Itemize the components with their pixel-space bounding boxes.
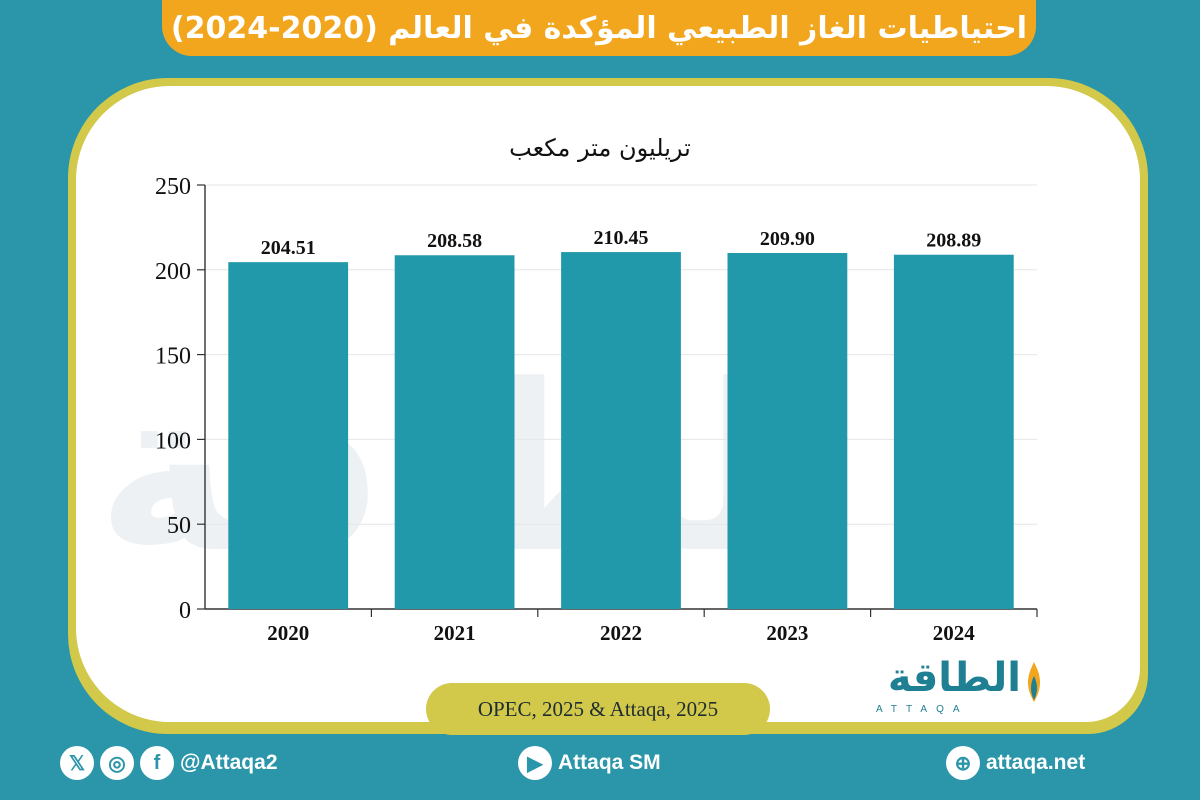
chart-unit-title: تريليون متر مكعب [509, 134, 691, 162]
page-title: احتياطيات الغاز الطبيعي المؤكدة في العال… [170, 10, 1028, 46]
attaqa-logo: الطاقة ATTAQA [862, 654, 1047, 722]
x-tick-label: 2023 [766, 621, 808, 645]
y-tick-label: 150 [155, 344, 191, 370]
bar [561, 252, 681, 610]
bar-value-label: 208.58 [427, 230, 482, 252]
bar [228, 262, 349, 609]
bar-value-label: 210.45 [594, 227, 649, 249]
drop-icon [1027, 662, 1041, 702]
y-tick-label: 250 [155, 174, 191, 200]
bar-value-label: 208.89 [926, 230, 981, 252]
website-url: attaqa.net [986, 751, 1086, 774]
y-tick-label: 200 [155, 259, 191, 285]
logo-arabic-text: الطاقة [887, 655, 1021, 701]
bar [727, 253, 848, 610]
bar-value-label: 204.51 [261, 237, 316, 259]
source-note: OPEC, 2025 & Attaqa, 2025 [426, 683, 770, 735]
x-icon[interactable]: 𝕏 [60, 746, 94, 780]
x-tick-label: 2024 [933, 621, 976, 645]
bar [394, 255, 515, 609]
x-tick-label: 2021 [434, 621, 476, 645]
y-tick-label: 100 [155, 428, 191, 454]
bar [893, 254, 1014, 609]
chart-title-bar: احتياطيات الغاز الطبيعي المؤكدة في العال… [162, 0, 1036, 56]
facebook-icon[interactable]: f [140, 746, 174, 780]
social-handle[interactable]: @Attaqa2 [180, 751, 278, 774]
globe-icon: ⊕ [946, 746, 980, 780]
instagram-icon[interactable]: ◎ [100, 746, 134, 780]
logo-latin-text: ATTAQA [876, 704, 969, 715]
bar-value-label: 209.90 [760, 228, 815, 250]
youtube-link[interactable]: ▶ Attaqa SM [518, 744, 661, 782]
social-links: 𝕏 ◎ f @Attaqa2 [60, 744, 278, 782]
website-link[interactable]: ⊕ attaqa.net [946, 744, 1085, 782]
y-tick-label: 0 [179, 598, 191, 624]
x-tick-label: 2020 [267, 621, 309, 645]
x-tick-label: 2022 [600, 621, 642, 645]
y-tick-label: 50 [167, 513, 191, 539]
source-text: OPEC, 2025 & Attaqa, 2025 [477, 696, 719, 721]
youtube-icon: ▶ [518, 746, 552, 780]
youtube-channel: Attaqa SM [558, 751, 661, 774]
